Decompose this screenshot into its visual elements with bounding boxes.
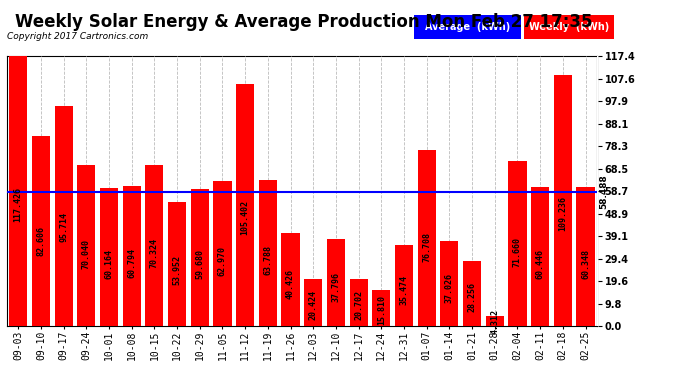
Bar (123, 186, 141, 326)
Text: 63.788: 63.788 (264, 245, 273, 275)
Bar (327, 239, 345, 326)
Bar (77, 165, 95, 326)
Text: 20.424: 20.424 (308, 290, 317, 320)
Text: 60.794: 60.794 (127, 248, 136, 278)
Bar (486, 316, 504, 326)
Text: Weekly  (kWh): Weekly (kWh) (529, 22, 609, 32)
Text: 60.348: 60.348 (581, 249, 590, 279)
Text: Average  (kWh): Average (kWh) (425, 22, 510, 32)
Text: 105.402: 105.402 (241, 200, 250, 235)
Bar (463, 261, 481, 326)
Bar (236, 84, 254, 326)
Text: 71.660: 71.660 (513, 237, 522, 267)
Text: 109.236: 109.236 (558, 196, 567, 231)
Bar (213, 182, 232, 326)
Bar (146, 165, 164, 326)
Text: 59.680: 59.680 (195, 249, 204, 279)
Text: 70.040: 70.040 (82, 239, 91, 269)
Text: Copyright 2017 Cartronics.com: Copyright 2017 Cartronics.com (7, 32, 148, 41)
Text: 70.324: 70.324 (150, 238, 159, 268)
Text: 82.606: 82.606 (37, 226, 46, 256)
Text: 62.970: 62.970 (218, 246, 227, 276)
Text: 117.426: 117.426 (14, 187, 23, 222)
Bar (55, 106, 72, 326)
Bar (168, 202, 186, 326)
Text: 35.474: 35.474 (400, 274, 408, 304)
Text: 37.026: 37.026 (445, 273, 454, 303)
Text: Weekly Solar Energy & Average Production Mon Feb 27 17:35: Weekly Solar Energy & Average Production… (15, 13, 592, 31)
Text: 53.952: 53.952 (172, 255, 181, 285)
Text: 76.708: 76.708 (422, 232, 431, 262)
Bar (509, 162, 526, 326)
Text: 37.796: 37.796 (331, 272, 340, 302)
Bar (304, 279, 322, 326)
Bar (190, 189, 209, 326)
Bar (554, 75, 572, 326)
Text: 15.810: 15.810 (377, 295, 386, 325)
Text: 4.312: 4.312 (490, 309, 500, 334)
Bar (395, 244, 413, 326)
Bar (9, 56, 28, 326)
Bar (350, 279, 368, 326)
Text: 95.714: 95.714 (59, 212, 68, 242)
Bar (100, 188, 118, 326)
Text: 40.426: 40.426 (286, 269, 295, 299)
Bar (576, 188, 595, 326)
Bar (259, 180, 277, 326)
Bar (372, 290, 391, 326)
Bar (417, 150, 436, 326)
Text: 28.256: 28.256 (468, 282, 477, 312)
Text: 60.446: 60.446 (535, 249, 544, 279)
Bar (531, 187, 549, 326)
Text: 58.488: 58.488 (599, 174, 609, 209)
Bar (440, 241, 458, 326)
Text: 20.702: 20.702 (354, 290, 363, 320)
Bar (32, 136, 50, 326)
Bar (282, 233, 299, 326)
Text: 60.164: 60.164 (104, 249, 114, 279)
